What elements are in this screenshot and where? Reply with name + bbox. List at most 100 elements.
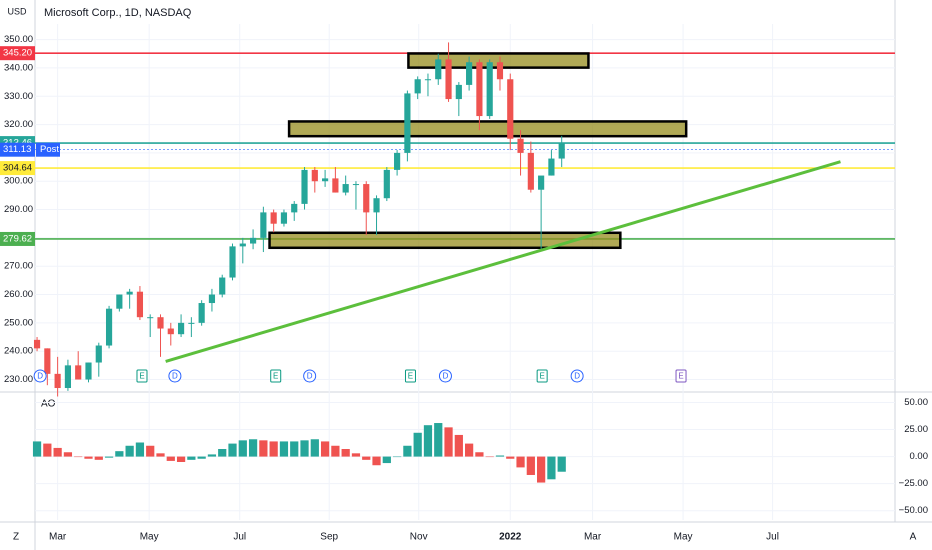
event-marker [168,369,182,383]
candle-body [301,169,308,204]
ao-bar [506,456,515,459]
ao-bar [43,443,52,457]
zone [287,120,688,138]
ao-bar [218,449,227,457]
candle-body [373,198,380,213]
candle-body [383,169,390,199]
event-label: E [408,372,413,381]
candle-body [466,62,473,85]
ao-bar [557,456,566,472]
y-tick-label: 250.00 [4,317,33,328]
event-marker [136,369,148,383]
event-label: E [539,372,544,381]
event-label: D [307,372,313,381]
candle-body [496,62,504,80]
level-label: 311.13 [3,144,31,155]
candle-body [394,152,401,170]
event-marker [570,369,584,383]
ao-bar [331,445,340,457]
zoom-icon[interactable]: Z [13,532,19,543]
y-tick-label: 330.00 [4,91,33,102]
candle-body [280,212,288,224]
ao-bar [300,440,309,457]
y-tick-label: 340.00 [4,62,33,73]
candle-body [105,308,113,346]
candle-body [116,294,123,309]
candle-body [445,59,452,100]
candle-body [33,339,41,349]
ao-bar [351,453,361,457]
ao-bar [166,456,175,461]
level-label: 304.64 [3,163,32,174]
ao-bar [248,439,258,457]
candle-body [157,317,164,329]
candle-body [147,317,154,319]
candle-body [435,59,442,80]
level-label-box [0,161,35,176]
level-tag: Post [40,144,59,155]
ao-bar [146,445,155,457]
y-tick-label: 300.00 [4,176,33,187]
event-label: E [139,372,144,381]
candle-body [44,348,51,374]
zone [268,231,622,250]
ao-bar [197,456,206,459]
level-label-box [0,231,35,246]
x-tick-label: Nov [410,532,428,543]
level-label: 345.20 [3,48,32,59]
candle-body [352,184,360,186]
ao-tick-label: −50.00 [899,505,928,516]
ao-bar [74,456,83,458]
candle-body [517,138,524,153]
ao-bar [413,432,422,457]
candle-body [260,212,267,238]
ao-bar [341,449,350,457]
candle-body [527,152,534,190]
ao-bar [238,440,247,457]
x-tick-label: Jul [233,532,246,543]
chart-title: Microsoft Corp., 1D, NASDAQ [44,7,192,19]
candle-body [167,328,174,335]
candle-body [250,237,257,244]
event-label: E [273,372,278,381]
candle-body [507,79,514,139]
ao-bar [259,440,268,457]
ao-bar [547,456,556,480]
candle-body [64,365,72,389]
event-marker [270,369,282,383]
ao-bar [310,439,319,457]
candle-body [198,303,205,323]
currency: USD [7,6,27,16]
candle-body [455,84,462,100]
candle-body [95,345,102,363]
ao-bar [290,441,299,457]
ao-bar [444,427,453,457]
event-marker [404,369,416,383]
trendline [165,160,841,363]
ao-title: AO [41,399,56,410]
ao-bar [269,441,278,457]
candle-body [486,62,493,117]
x-tick-label: May [674,532,693,543]
event-label: E [678,372,683,381]
y-tick-label: 260.00 [4,289,33,300]
ao-bar [84,456,93,459]
auto-scale-icon[interactable]: A [910,532,917,543]
ao-bar [135,442,145,457]
ao-bar [187,456,196,460]
ao-bar [382,456,391,464]
level-label-box [0,46,35,61]
ao-bar [156,453,165,457]
ao-tick-label: 0.00 [910,451,929,462]
candle-body [177,322,185,335]
candle-body [136,291,144,318]
ao-bar [104,456,114,458]
ao-bar [125,445,134,457]
candle-body [332,178,339,193]
event-marker [303,369,317,383]
ao-bar [176,456,186,462]
ao-bar [362,456,371,460]
level-tag-box [36,142,60,157]
ao-bar [465,443,474,457]
